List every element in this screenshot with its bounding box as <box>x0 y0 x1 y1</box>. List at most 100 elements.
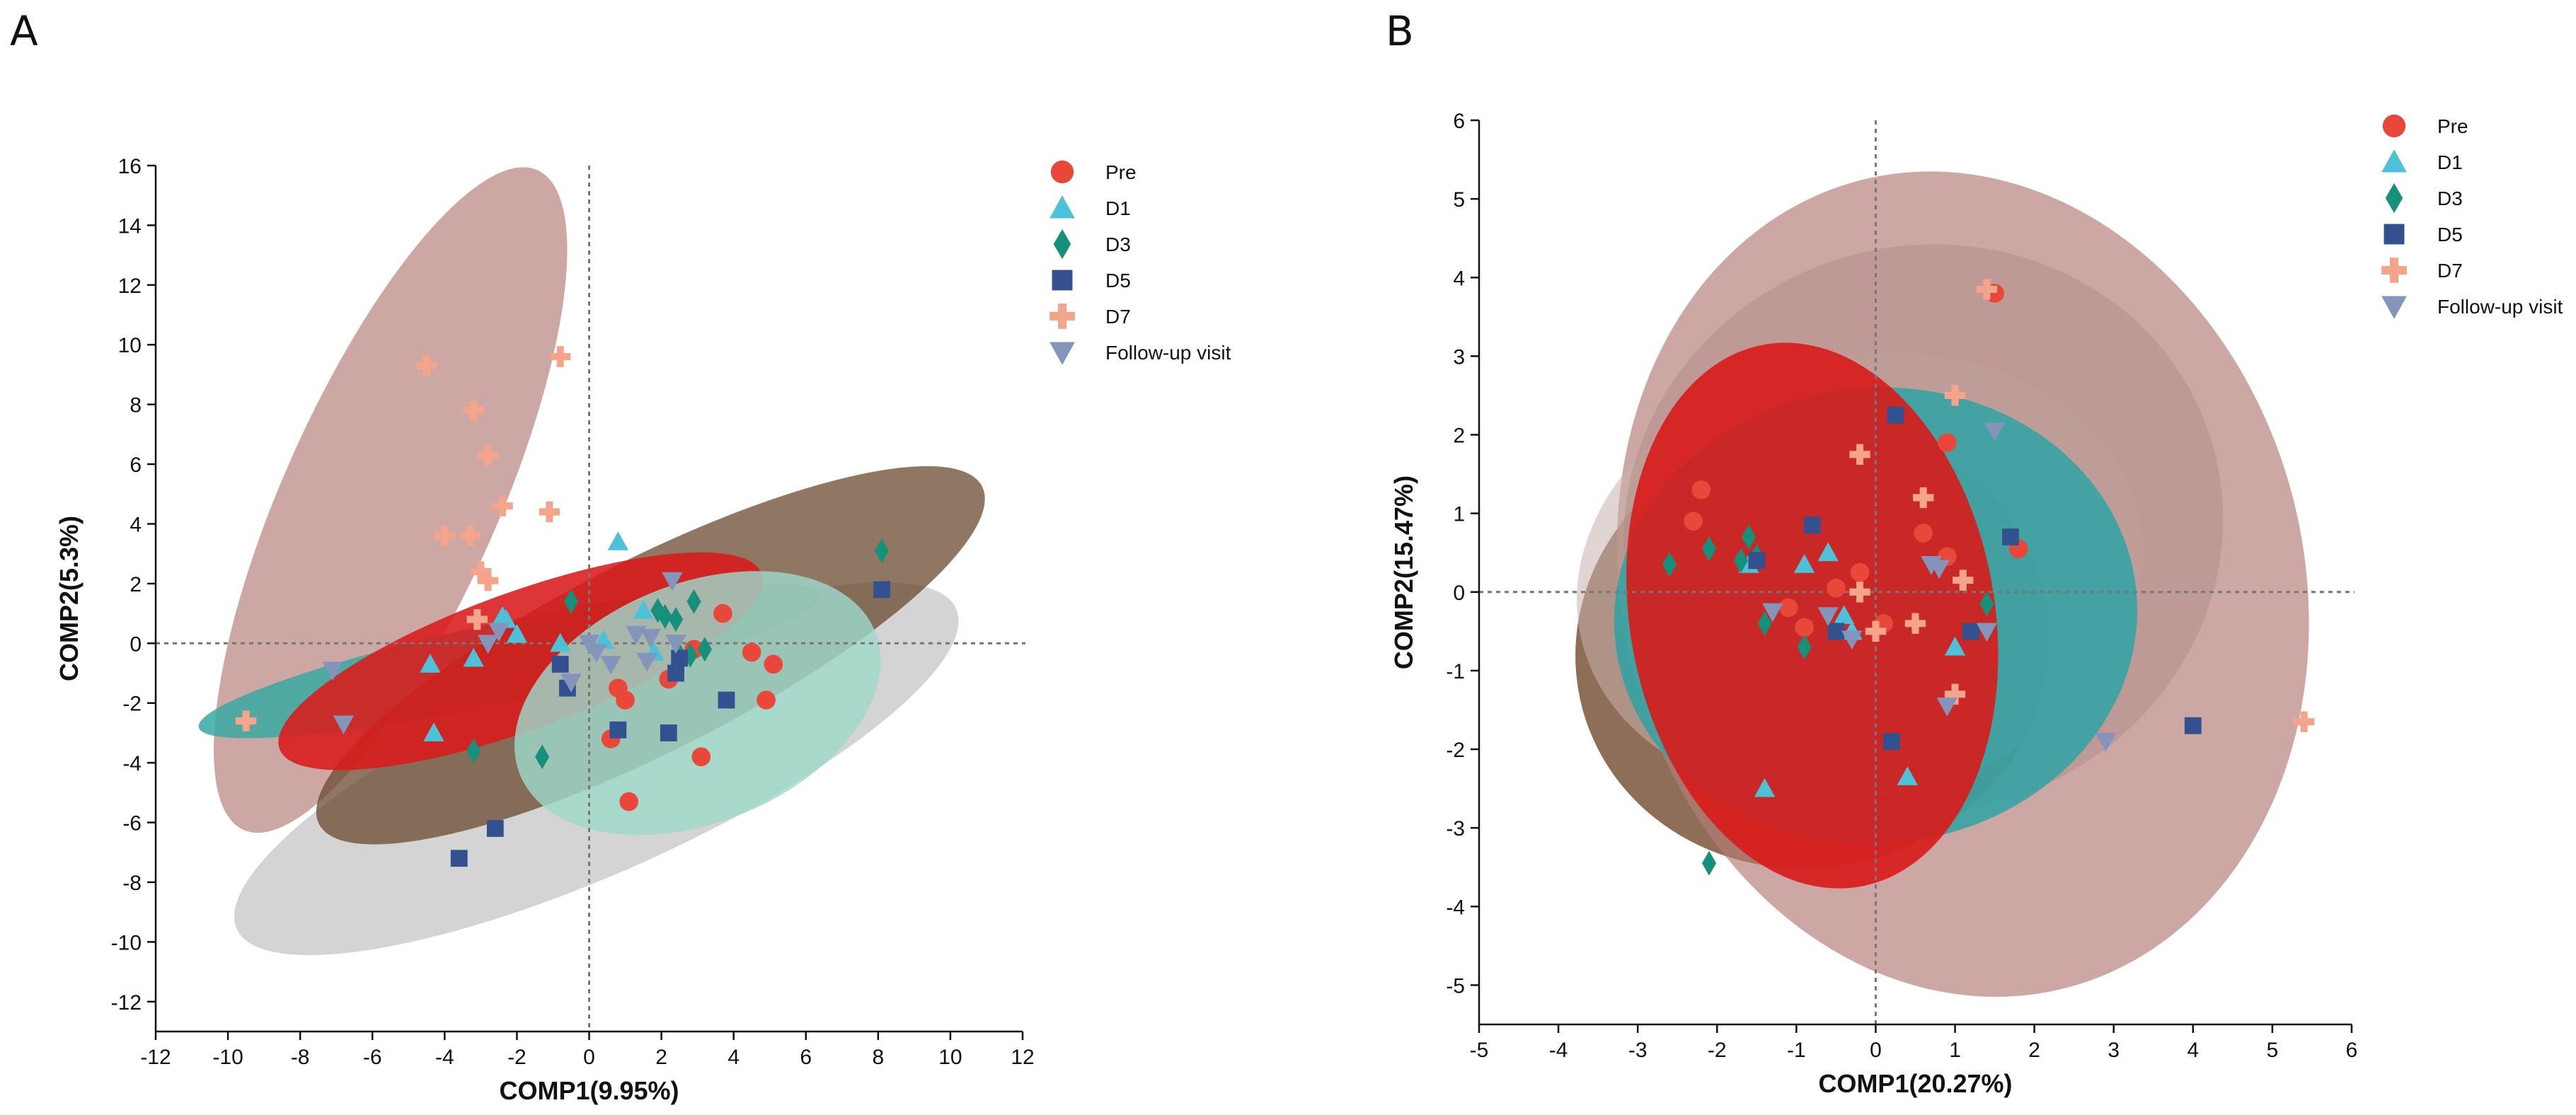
point-d3 <box>874 538 890 563</box>
point-follow-up-visit <box>333 715 355 734</box>
legend-marker-d3 <box>1053 229 1071 260</box>
y-tick-label: 6 <box>130 453 142 477</box>
point-d7 <box>1849 582 1870 603</box>
point-d5 <box>2002 528 2019 545</box>
point-d1 <box>1897 766 1918 785</box>
point-d3 <box>1701 850 1717 876</box>
point-pre <box>764 654 783 674</box>
point-d3 <box>466 738 481 763</box>
point-d7 <box>416 355 437 376</box>
x-tick-label: 3 <box>2108 1039 2120 1062</box>
point-follow-up-visit <box>322 662 343 681</box>
y-tick-label: 14 <box>118 214 142 238</box>
panel-label-a: A <box>10 7 38 55</box>
y-tick-label: -2 <box>1446 739 1465 762</box>
point-pre <box>1914 524 1933 543</box>
legend-marker-follow-up-visit <box>1050 342 1075 365</box>
point-d1 <box>420 654 441 673</box>
point-d7 <box>492 495 513 516</box>
y-tick-label: 2 <box>1453 424 1465 448</box>
x-tick-label: -2 <box>507 1046 527 1069</box>
point-d3 <box>668 607 684 632</box>
point-d7 <box>477 570 499 591</box>
legend-marker-d5 <box>2384 224 2405 245</box>
x-tick-label: 5 <box>2267 1039 2279 1062</box>
y-tick-label: -8 <box>122 872 142 895</box>
x-tick-label: 2 <box>655 1046 667 1069</box>
y-axis-title: COMP2(15.47%) <box>1389 475 1418 669</box>
legend-label-d5: D5 <box>1105 270 1131 291</box>
point-d5 <box>1827 623 1845 640</box>
point-follow-up-visit <box>477 635 499 654</box>
x-tick-label: 6 <box>2346 1039 2358 1062</box>
point-d7 <box>1953 570 1974 591</box>
point-follow-up-visit <box>1984 422 2006 441</box>
point-d1 <box>1833 605 1855 625</box>
y-tick-label: -6 <box>122 812 142 836</box>
x-tick-label: -1 <box>1787 1039 1806 1062</box>
point-follow-up-visit <box>662 572 683 591</box>
point-follow-up-visit <box>1928 560 1950 579</box>
point-follow-up-visit <box>560 674 582 693</box>
point-follow-up-visit <box>1762 603 1783 623</box>
point-d3 <box>1742 524 1756 550</box>
point-follow-up-visit <box>586 644 607 663</box>
confidence-ellipse-pre <box>1626 342 1999 889</box>
point-d7 <box>1865 620 1887 642</box>
point-follow-up-visit <box>1936 698 1958 717</box>
point-d3 <box>657 603 672 629</box>
y-tick-label: -4 <box>1446 896 1465 919</box>
point-d7 <box>1849 444 1870 466</box>
point-pre <box>619 792 638 811</box>
point-follow-up-visit <box>636 652 657 672</box>
legend-label-follow-up-visit: Follow-up visit <box>1105 342 1231 364</box>
x-tick-label: 12 <box>1011 1046 1034 1069</box>
x-tick-label: 8 <box>872 1046 884 1069</box>
x-tick-label: 0 <box>583 1046 595 1069</box>
point-d7 <box>2294 711 2315 732</box>
x-tick-label: 6 <box>800 1046 812 1069</box>
y-tick-label: 8 <box>130 394 142 417</box>
y-tick-label: -10 <box>111 931 142 954</box>
point-d7 <box>1944 683 1966 705</box>
y-tick-label: 2 <box>130 573 142 596</box>
y-tick-label: -3 <box>1446 817 1465 840</box>
y-tick-label: 4 <box>1453 267 1465 290</box>
point-pre <box>713 603 732 623</box>
x-tick-label: -3 <box>1628 1039 1648 1062</box>
point-d3 <box>1701 536 1717 562</box>
point-d5 <box>1887 406 1904 424</box>
point-follow-up-visit <box>2095 733 2117 752</box>
legend-marker-d3 <box>2385 183 2403 214</box>
point-pre <box>616 691 635 710</box>
point-d1 <box>633 600 654 619</box>
confidence-ellipse-d7 <box>214 167 568 833</box>
point-d7 <box>477 444 499 466</box>
point-d5 <box>1882 733 1900 750</box>
x-tick-label: -6 <box>363 1046 382 1069</box>
point-pre <box>1827 578 1846 598</box>
y-tick-label: 4 <box>130 513 142 536</box>
point-d5 <box>2184 717 2202 734</box>
x-tick-label: 10 <box>938 1046 962 1069</box>
point-d1 <box>506 623 528 643</box>
point-d3 <box>535 744 550 770</box>
pca-plot-b: -5 -4 -3 -2 -1 0 1 2 3 4 5 6 -5 -4 -3 -2 -1 0 1 2 3 4 5 6 COMP1(… <box>1389 110 2563 1098</box>
x-tick-label: 4 <box>728 1046 740 1069</box>
ellipse-layer <box>198 167 985 956</box>
y-tick-label: -1 <box>1446 660 1465 683</box>
point-d1 <box>549 632 571 652</box>
point-d5 <box>486 820 504 837</box>
x-tick-label: -4 <box>435 1046 454 1069</box>
y-tick-label: 10 <box>118 334 142 357</box>
point-d1 <box>463 647 484 667</box>
x-axis-title: COMP1(9.95%) <box>499 1076 679 1105</box>
x-tick-label: 2 <box>2028 1039 2040 1062</box>
point-d3 <box>697 637 712 662</box>
x-tick-label: -10 <box>212 1046 243 1069</box>
legend-label-follow-up-visit: Follow-up visit <box>2437 296 2563 318</box>
point-follow-up-visit <box>1976 623 1998 642</box>
x-tick-label: -4 <box>1549 1039 1568 1062</box>
y-tick-label: 16 <box>118 155 142 178</box>
